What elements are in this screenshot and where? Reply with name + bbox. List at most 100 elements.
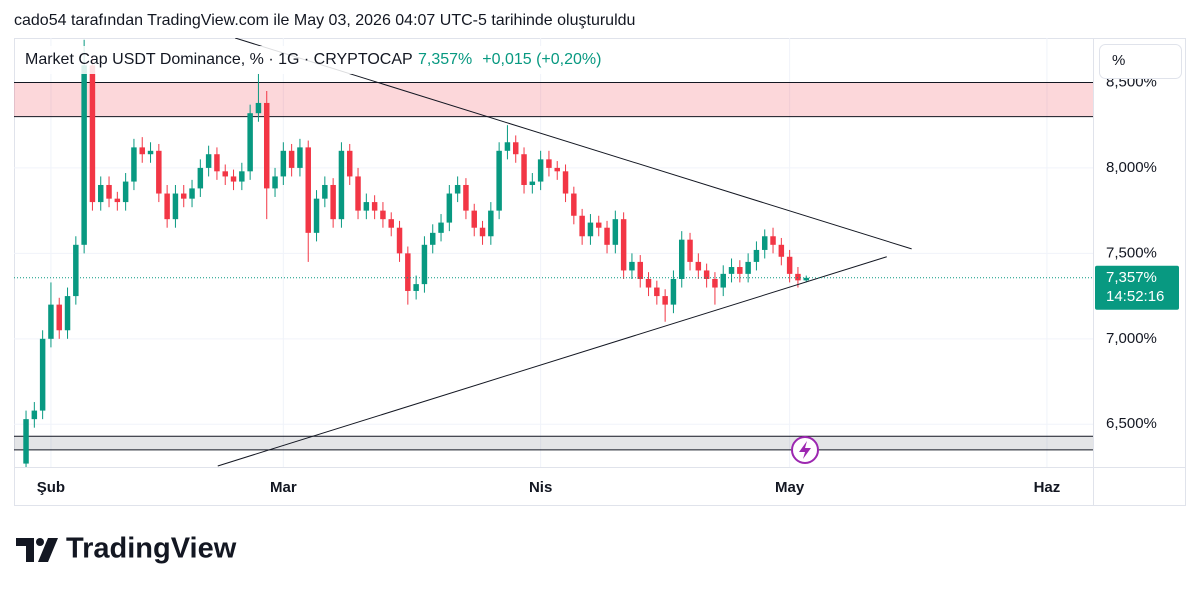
zone <box>14 82 1093 117</box>
y-tick-label: 7,500% <box>1106 244 1157 261</box>
logo-mark <box>16 538 58 562</box>
candle-body <box>272 176 278 189</box>
candle-body <box>405 253 411 291</box>
candle-body <box>604 227 610 245</box>
x-tick-label: Nis <box>529 479 552 496</box>
candle-body <box>39 338 46 411</box>
candle-body <box>363 202 370 211</box>
candle-body <box>64 296 71 331</box>
candle-body <box>496 150 502 211</box>
candles <box>23 39 809 467</box>
candle-body <box>645 278 652 288</box>
candle-body <box>197 167 204 189</box>
candle-body <box>413 284 419 291</box>
x-tick-label: Şub <box>37 479 65 496</box>
x-tick-label: Haz <box>1034 479 1061 496</box>
alert-bolt <box>799 441 811 459</box>
candle-body <box>81 65 87 245</box>
zones <box>14 81 1093 451</box>
candle-body <box>355 176 361 211</box>
candle-body <box>247 113 253 172</box>
candle-body <box>720 273 726 288</box>
candle-body <box>678 239 685 279</box>
candle-body <box>371 202 378 211</box>
candle-body <box>313 198 320 233</box>
candle-body <box>737 267 743 274</box>
candle-body <box>662 296 668 305</box>
candle-body <box>629 261 635 271</box>
candle-body <box>106 184 112 199</box>
candle-body <box>463 184 469 211</box>
candle-body <box>546 159 552 168</box>
candle-body <box>471 210 477 228</box>
candle-body <box>122 181 129 203</box>
candle-body <box>479 227 486 237</box>
candle-body <box>761 236 768 250</box>
candle-body <box>346 150 353 177</box>
candle-body <box>612 219 619 245</box>
candle-body <box>288 150 295 168</box>
candle-body <box>189 188 195 199</box>
candle-body <box>712 278 718 288</box>
candle-body <box>753 249 760 262</box>
candle-body <box>48 304 54 339</box>
logo-text: TradingView <box>66 533 237 565</box>
candle-body <box>703 270 710 279</box>
legend-change: +0,015 (+0,20%) <box>482 51 601 68</box>
candle-body <box>512 142 519 155</box>
candle-body <box>280 150 287 177</box>
candle-body <box>230 176 237 182</box>
unit-button-label[interactable]: % <box>1112 52 1125 69</box>
last-price-label: 7,357% <box>1106 269 1157 286</box>
candle-body <box>637 261 643 279</box>
candle-body <box>571 193 577 216</box>
candle-body <box>23 419 29 464</box>
legend-value: 7,357% <box>418 51 472 68</box>
candle-body <box>728 267 735 274</box>
candle-body <box>147 150 154 155</box>
candle-body <box>421 244 428 285</box>
candle-body <box>670 278 677 305</box>
candle-body <box>164 193 170 220</box>
candle-body <box>263 102 270 189</box>
candle-body <box>31 410 38 420</box>
candle-body <box>338 150 345 220</box>
candle-body <box>396 227 403 254</box>
candle-body <box>205 154 212 168</box>
candle-body <box>587 222 594 237</box>
candle-body <box>56 304 62 331</box>
candle-body <box>488 210 494 237</box>
candle-body <box>139 147 145 155</box>
candle-body <box>438 222 444 233</box>
candle-body <box>537 159 544 182</box>
candle-body <box>222 171 228 177</box>
candle-body <box>654 287 660 297</box>
x-tick-label: Mar <box>270 479 297 496</box>
x-tick-label: May <box>775 479 805 496</box>
legend-bg <box>16 46 606 74</box>
candle-body <box>745 261 751 274</box>
y-tick-label: 6,500% <box>1106 415 1157 432</box>
candle-body <box>180 193 187 199</box>
candle-body <box>73 244 79 297</box>
trend-line <box>217 256 887 467</box>
candle-body <box>239 171 245 182</box>
candle-body <box>330 184 336 220</box>
candle-body <box>562 171 569 194</box>
candle-body <box>595 222 602 228</box>
candle-body <box>554 167 560 172</box>
header: cado54 tarafından TradingView.com ile Ma… <box>14 12 635 29</box>
candle-body <box>305 147 311 233</box>
candle-body <box>504 142 511 151</box>
last-price-box <box>1095 265 1179 310</box>
unit-button[interactable] <box>1099 44 1182 79</box>
y-tick-label: 8,000% <box>1106 159 1157 176</box>
candle-body <box>454 184 461 194</box>
candle-body <box>388 219 394 228</box>
candle-body <box>255 102 262 114</box>
y-tick-label: 7,000% <box>1106 330 1157 347</box>
candle-body <box>795 273 801 281</box>
candle-body <box>786 256 793 274</box>
zone <box>14 436 1093 450</box>
